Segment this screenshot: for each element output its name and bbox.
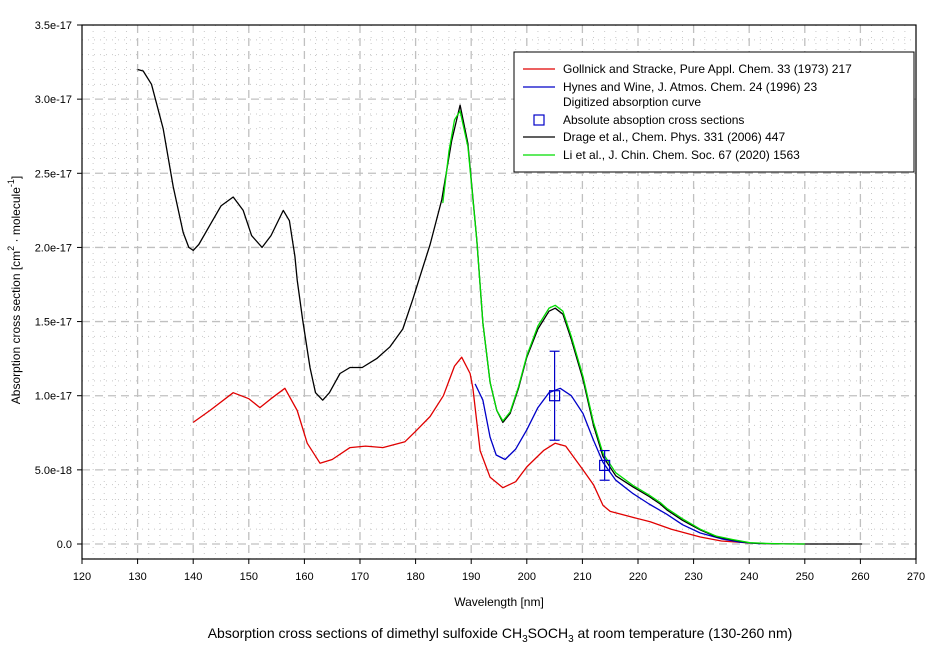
y-axis-title-prefix: Absorption cross section [cm [9,251,23,404]
chart-caption: Absorption cross sections of dimethyl su… [208,625,793,645]
y-axis: 0.0 5.0e-18 1.0e-17 1.5e-17 2.0e-17 2.5e-17 3.… [35,20,82,551]
y-axis-title-sup2: -1 [6,179,16,187]
y-tick-label: 2.0e-17 [35,242,72,254]
y-axis-title: Absorption cross section [cm2 · molecule… [6,176,23,404]
y-axis-title-suffix: ] [9,176,23,179]
legend-label-hynes-line2: Digitized absorption curve [563,95,701,109]
data-point-square [548,390,561,402]
x-tick-label: 190 [462,571,480,583]
y-tick-label: 3.0e-17 [35,94,72,106]
y-tick-label: 3.5e-17 [35,20,72,32]
y-tick-label: 1.0e-17 [35,391,72,403]
x-axis: 120 130 140 150 160 170 180 190 200 210 220 230 240 2… [73,559,925,583]
legend-label-drage: Drage et al., Chem. Phys. 331 (2006) 447 [563,130,785,144]
x-tick-label: 130 [128,571,146,583]
series-line-1 [474,383,761,545]
series-layer [137,68,863,545]
legend-label-hynes: Hynes and Wine, J. Atmos. Chem. 24 (1996… [563,80,817,94]
series-line-4 [442,110,805,545]
x-tick-label: 270 [907,571,925,583]
x-tick-label: 160 [295,571,313,583]
x-tick-label: 200 [518,571,536,583]
legend-box [513,51,915,173]
y-axis-title-sup1: 2 [6,246,16,251]
caption-mid: SOCH [528,625,568,641]
caption-suffix: at room temperature (130-260 nm) [574,625,793,641]
x-tick-label: 220 [629,571,647,583]
x-tick-label: 140 [184,571,202,583]
x-tick-label: 120 [73,571,91,583]
x-tick-label: 170 [351,571,369,583]
y-tick-label: 5.0e-18 [35,465,72,477]
y-tick-label: 0.0 [57,539,72,551]
x-tick-label: 250 [796,571,814,583]
legend-label-li: Li et al., J. Chin. Chem. Soc. 67 (2020)… [563,148,800,162]
caption-sub1: 3 [522,634,528,645]
legend: Gollnick and Stracke, Pure Appl. Chem. 3… [513,51,915,173]
legend-swatch-absolute [533,114,545,126]
marker-layer [548,350,611,481]
legend-label-absolute: Absolute absoption cross sections [563,113,744,127]
y-tick-label: 2.5e-17 [35,168,72,180]
series-line-0 [192,356,750,544]
y-axis-title-mid: · molecule [9,187,23,246]
caption-prefix: Absorption cross sections of dimethyl su… [208,625,522,641]
caption-sub2: 3 [568,634,574,645]
x-tick-label: 210 [573,571,591,583]
data-point-square [599,459,611,472]
x-tick-label: 240 [740,571,758,583]
x-tick-label: 260 [851,571,869,583]
series-line-3 [137,68,863,545]
x-tick-label: 180 [406,571,424,583]
x-tick-label: 150 [240,571,258,583]
x-axis-title: Wavelength [nm] [454,595,544,609]
y-tick-label: 1.5e-17 [35,317,72,329]
major-grid [82,25,916,559]
x-tick-label: 230 [684,571,702,583]
legend-label-gollnick: Gollnick and Stracke, Pure Appl. Chem. 3… [563,62,852,76]
plot-frame [81,24,917,560]
